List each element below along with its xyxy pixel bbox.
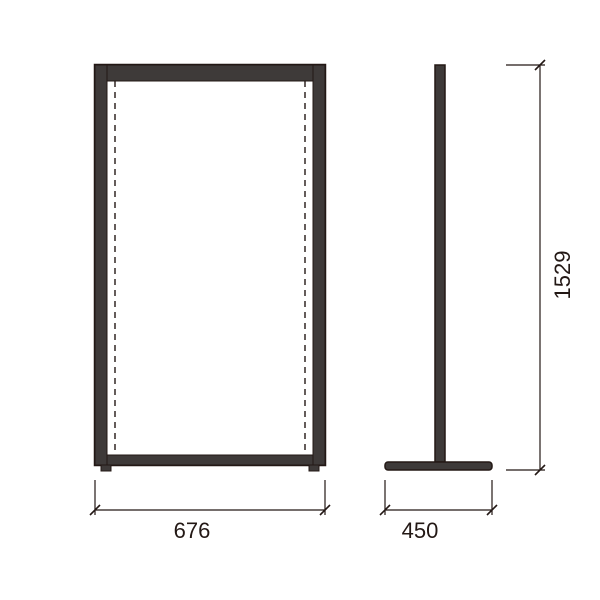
side-view bbox=[385, 65, 492, 470]
technical-drawing: 676 450 1529 bbox=[0, 0, 600, 600]
frame-foot-left bbox=[101, 465, 111, 471]
frame-foot-right bbox=[309, 465, 319, 471]
dim-width-front: 676 bbox=[90, 480, 330, 543]
frame-right-bar bbox=[313, 65, 325, 465]
side-base bbox=[385, 462, 492, 470]
dim-width-side-label: 450 bbox=[402, 518, 439, 543]
frame-top-bar bbox=[95, 65, 325, 81]
frame-outer bbox=[95, 65, 325, 465]
dim-width-side: 450 bbox=[380, 480, 497, 543]
side-pole bbox=[435, 65, 445, 462]
frame-left-bar bbox=[95, 65, 107, 465]
dim-height-label: 1529 bbox=[550, 251, 575, 300]
frame-bottom-bar bbox=[95, 455, 325, 465]
front-view bbox=[95, 65, 325, 471]
dim-height: 1529 bbox=[506, 60, 575, 475]
dim-width-front-label: 676 bbox=[174, 518, 211, 543]
